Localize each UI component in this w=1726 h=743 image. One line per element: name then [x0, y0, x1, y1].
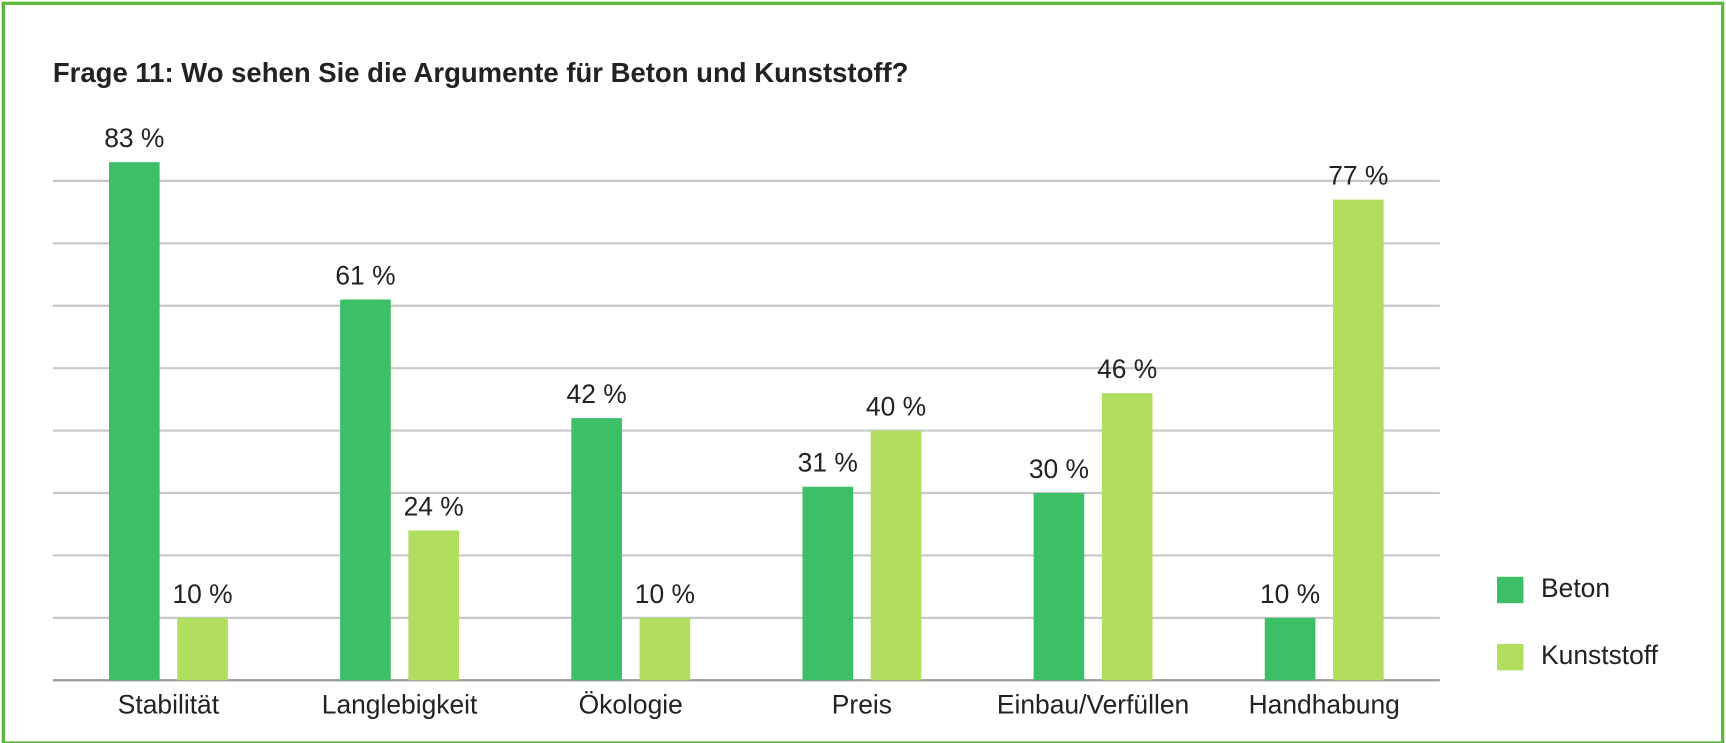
x-tick-label: Handhabung [1249, 690, 1400, 720]
bar [408, 530, 460, 681]
value-label: 10 % [635, 579, 695, 609]
value-label: 30 % [1029, 454, 1089, 484]
x-tick-label: Preis [832, 690, 892, 720]
bar [340, 299, 391, 681]
bar [1333, 199, 1384, 681]
value-label: 42 % [567, 379, 627, 409]
legend-swatch [1497, 576, 1524, 604]
bar [802, 486, 854, 681]
value-label: 31 % [798, 448, 858, 478]
value-label: 83 % [104, 123, 164, 153]
value-label: 46 % [1097, 354, 1157, 384]
x-tick-label: Stabilität [118, 690, 220, 720]
x-tick-label: Ökologie [579, 690, 683, 720]
x-tick-label: Langlebigkeit [322, 690, 478, 720]
value-label: 10 % [172, 579, 232, 609]
legend-label: Beton [1541, 573, 1610, 603]
bar [1264, 617, 1316, 681]
bar [177, 617, 228, 681]
value-label: 10 % [1260, 579, 1320, 609]
x-tick-label: Einbau/Verfüllen [997, 690, 1189, 720]
bar [1101, 393, 1153, 681]
value-label: 24 % [404, 491, 464, 521]
bar [571, 418, 622, 681]
bar [108, 162, 160, 681]
bar [639, 617, 691, 681]
bar [870, 430, 922, 681]
value-label: 77 % [1328, 161, 1388, 191]
bar [1033, 493, 1085, 681]
value-label: 61 % [335, 260, 395, 290]
chart-title: Frage 11: Wo sehen Sie die Argumente für… [53, 57, 909, 88]
legend-swatch [1497, 643, 1524, 671]
legend-label: Kunststoff [1541, 640, 1659, 670]
value-label: 40 % [866, 392, 926, 422]
